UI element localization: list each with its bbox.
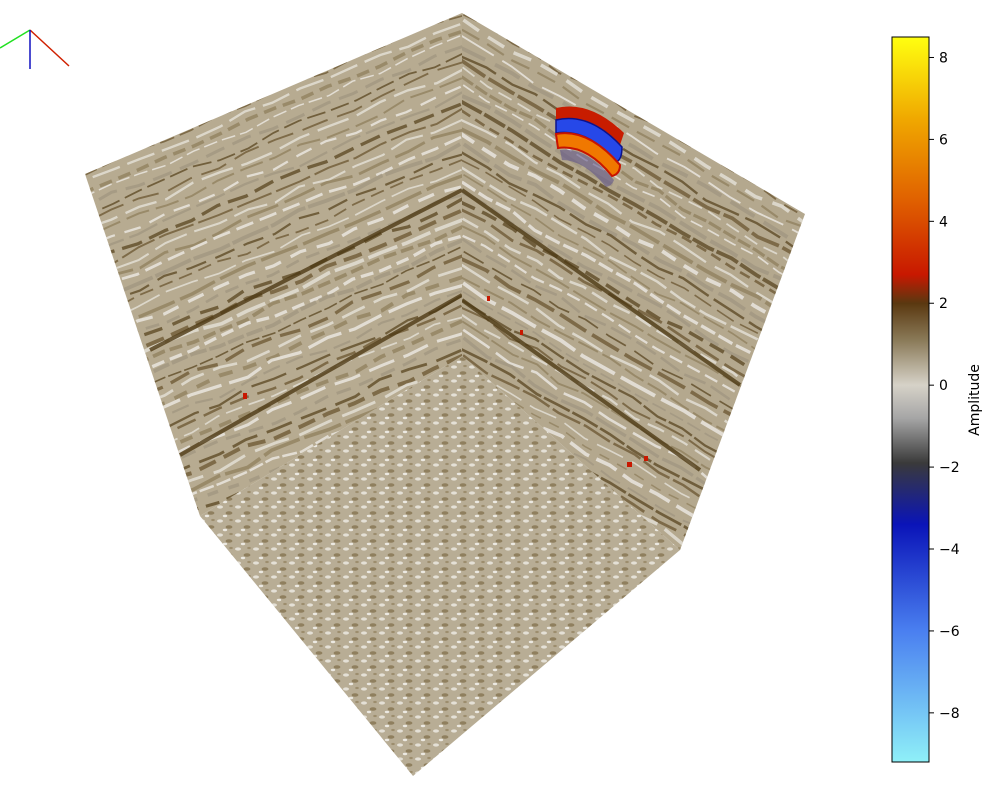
colorbar-tick-label: −2 bbox=[939, 460, 960, 476]
strong-reflector bbox=[149, 188, 462, 352]
reflector-band bbox=[85, 44, 462, 208]
reflector-band bbox=[462, 180, 805, 385]
reflector-band bbox=[462, 58, 805, 263]
reflector-band bbox=[462, 55, 805, 257]
colorbar: 8 6 4 2 0 −2 −4 −6 −8 Amplitude bbox=[891, 36, 983, 763]
colorbar-tick-label: 4 bbox=[939, 214, 948, 230]
strong-reflector bbox=[179, 293, 462, 457]
reflector-band bbox=[85, 52, 462, 218]
reflector-band bbox=[85, 128, 462, 291]
reflector-band bbox=[462, 190, 805, 396]
reflector-band bbox=[85, 283, 462, 448]
colorbar-tick-label: 2 bbox=[939, 296, 948, 312]
colorbar-tick-label: 0 bbox=[939, 378, 948, 394]
colorbar-strip bbox=[891, 36, 930, 763]
colorbar-tick-label: 8 bbox=[939, 50, 948, 66]
colorbar-tick-label: −6 bbox=[939, 624, 960, 640]
colorbar-label: Amplitude bbox=[967, 364, 983, 436]
reflector-band bbox=[462, 132, 805, 337]
reflector-band bbox=[85, 85, 462, 250]
reflector-band bbox=[463, 173, 805, 380]
reflector-band bbox=[85, 23, 461, 182]
reflector-band bbox=[85, 275, 462, 437]
reflector-band bbox=[85, 209, 462, 372]
reflector-band bbox=[85, 234, 462, 398]
reflector-band bbox=[85, 102, 462, 269]
reflector-band bbox=[462, 84, 805, 287]
colorbar-tick-label: −4 bbox=[939, 542, 960, 558]
seismic-cube bbox=[85, 13, 805, 776]
reflector-band bbox=[85, 185, 462, 347]
reflector-band bbox=[85, 153, 462, 312]
reflector-band bbox=[85, 196, 462, 362]
colorbar-tick-label: 6 bbox=[939, 132, 948, 148]
reflector-band bbox=[85, 91, 462, 258]
colorbar-ticks: 8 6 4 2 0 −2 −4 −6 −8 bbox=[929, 50, 960, 722]
reflector-band bbox=[85, 35, 461, 197]
bottom-face bbox=[200, 356, 680, 776]
x-axis-indicator bbox=[29, 29, 70, 67]
reflector-band bbox=[462, 94, 805, 296]
reflector-band bbox=[462, 109, 805, 313]
reflector-band bbox=[85, 169, 462, 331]
reflector-band bbox=[85, 61, 462, 224]
amplitude-specks bbox=[243, 296, 648, 467]
reflector-band bbox=[85, 159, 462, 325]
reflector-band bbox=[462, 75, 805, 280]
reflector-band bbox=[85, 107, 462, 272]
reflector-band bbox=[462, 99, 805, 307]
reflector-band bbox=[462, 401, 805, 550]
reflector-band bbox=[85, 68, 462, 230]
reflector-band bbox=[462, 159, 805, 363]
reflector-band bbox=[462, 66, 805, 274]
strong-reflector bbox=[462, 298, 702, 472]
reflector-band bbox=[85, 118, 462, 284]
reflector-band bbox=[85, 353, 462, 516]
amplitude-anomaly bbox=[554, 106, 624, 187]
reflector-band bbox=[462, 45, 805, 251]
reflector-band bbox=[85, 217, 462, 379]
reflector-band bbox=[85, 174, 462, 342]
reflector-band bbox=[85, 30, 462, 194]
reflector-band bbox=[85, 289, 462, 452]
reflector-band bbox=[462, 200, 805, 404]
reflector-band bbox=[85, 77, 462, 239]
reflector-band bbox=[462, 142, 805, 346]
reflector-band bbox=[462, 150, 805, 356]
strong-reflector bbox=[462, 188, 742, 387]
reflector-band bbox=[462, 119, 805, 324]
reflector-band bbox=[462, 18, 805, 226]
colorbar-tick-label: −8 bbox=[939, 706, 960, 722]
reflector-band bbox=[462, 28, 805, 229]
reflector-band bbox=[85, 142, 462, 308]
reflector-band bbox=[462, 34, 805, 238]
reflector-band bbox=[462, 165, 805, 372]
reflector-band bbox=[462, 127, 805, 331]
right-face bbox=[462, 13, 805, 550]
axes-triad bbox=[0, 29, 70, 69]
reflector-band bbox=[85, 135, 462, 296]
y-axis-indicator bbox=[0, 29, 31, 49]
